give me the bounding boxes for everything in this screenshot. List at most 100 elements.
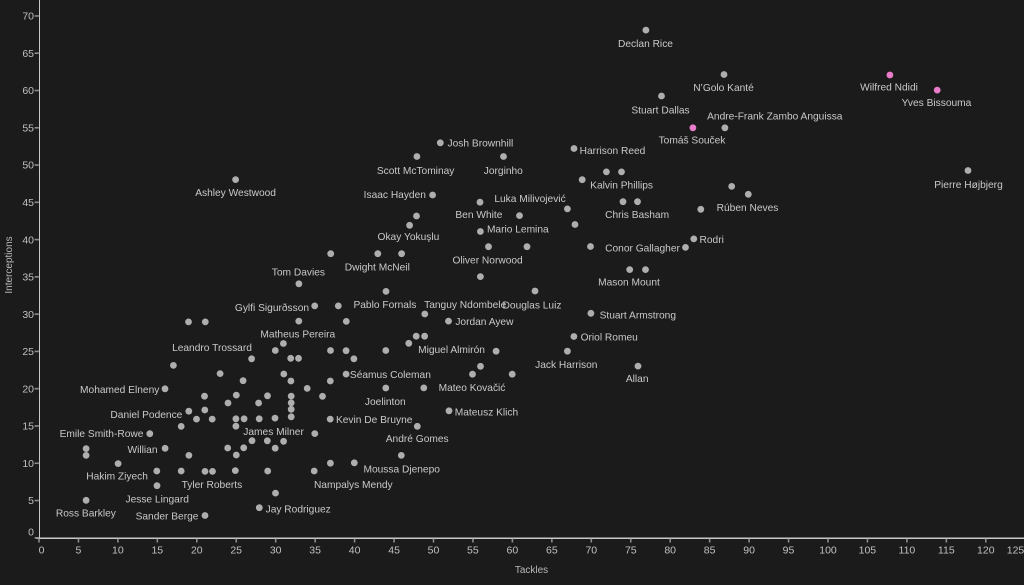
svg-text:40: 40 (349, 545, 361, 557)
svg-text:Pierre Højbjerg: Pierre Højbjerg (934, 180, 1003, 191)
svg-text:Jack Harrison: Jack Harrison (535, 360, 597, 371)
svg-text:10: 10 (112, 545, 124, 557)
svg-text:15: 15 (22, 421, 34, 433)
svg-text:25: 25 (230, 545, 242, 557)
svg-text:10: 10 (22, 458, 34, 470)
svg-text:60: 60 (507, 545, 519, 557)
svg-text:Declan Rice: Declan Rice (618, 39, 673, 50)
svg-text:75: 75 (625, 545, 637, 557)
svg-text:Dwight McNeil: Dwight McNeil (345, 263, 410, 274)
svg-text:35: 35 (22, 272, 34, 284)
svg-text:30: 30 (22, 309, 34, 321)
svg-text:20: 20 (191, 545, 203, 557)
svg-text:65: 65 (546, 545, 558, 557)
svg-text:Tomáš Souček: Tomáš Souček (659, 136, 727, 147)
svg-text:Hakim Ziyech: Hakim Ziyech (86, 472, 148, 483)
svg-text:Rúben Neves: Rúben Neves (717, 203, 779, 214)
svg-text:Séamus Coleman: Séamus Coleman (350, 370, 431, 381)
svg-text:Nampalys Mendy: Nampalys Mendy (314, 480, 394, 491)
svg-text:Josh Brownhill: Josh Brownhill (448, 138, 514, 149)
svg-text:50: 50 (22, 160, 34, 172)
svg-text:Miguel Almirón: Miguel Almirón (418, 345, 485, 356)
svg-text:Leandro Trossard: Leandro Trossard (172, 343, 252, 354)
svg-text:Kalvin Phillips: Kalvin Phillips (590, 181, 653, 192)
svg-text:45: 45 (388, 545, 400, 557)
svg-text:Moussa Djenepo: Moussa Djenepo (363, 464, 440, 475)
svg-text:120: 120 (977, 545, 995, 557)
svg-text:100: 100 (819, 545, 837, 557)
svg-text:45: 45 (22, 197, 34, 209)
svg-text:Oliver Norwood: Oliver Norwood (452, 256, 523, 267)
svg-text:Tackles: Tackles (515, 565, 548, 576)
svg-text:125: 125 (1007, 545, 1024, 557)
svg-text:Sander Berge: Sander Berge (136, 512, 199, 523)
svg-text:Ben White: Ben White (455, 210, 502, 221)
svg-text:André Gomes: André Gomes (386, 434, 449, 445)
svg-text:Jay Rodriguez: Jay Rodriguez (266, 505, 331, 516)
svg-text:60: 60 (22, 85, 34, 97)
svg-text:Mateo Kovačić: Mateo Kovačić (439, 383, 506, 394)
svg-text:Okay Yokuşlu: Okay Yokuşlu (378, 232, 440, 243)
svg-text:25: 25 (22, 346, 34, 358)
svg-text:50: 50 (428, 545, 440, 557)
svg-text:Ross Barkley: Ross Barkley (56, 509, 117, 520)
svg-text:40: 40 (22, 234, 34, 246)
svg-text:Chris Basham: Chris Basham (605, 210, 669, 221)
svg-text:Ashley Westwood: Ashley Westwood (195, 188, 276, 199)
svg-text:Luka Milivojević: Luka Milivojević (494, 194, 565, 205)
svg-text:20: 20 (22, 383, 34, 395)
svg-text:Allan: Allan (626, 374, 649, 385)
svg-text:70: 70 (585, 545, 597, 557)
svg-text:0: 0 (28, 527, 34, 539)
svg-text:Gylfi Sigurðsson: Gylfi Sigurðsson (235, 302, 309, 314)
svg-text:Willian: Willian (127, 445, 157, 456)
svg-text:85: 85 (704, 545, 716, 557)
svg-text:Isaac Hayden: Isaac Hayden (364, 190, 426, 201)
svg-text:Daniel Podence: Daniel Podence (110, 410, 182, 421)
svg-text:Mohamed Elneny: Mohamed Elneny (80, 385, 160, 396)
svg-text:Jesse Lingard: Jesse Lingard (125, 494, 189, 505)
svg-text:Oriol Romeu: Oriol Romeu (581, 333, 638, 344)
svg-text:Harrison Reed: Harrison Reed (580, 146, 646, 157)
svg-text:105: 105 (859, 545, 877, 557)
svg-text:5: 5 (75, 545, 81, 557)
svg-text:Mason Mount: Mason Mount (598, 278, 660, 289)
svg-text:Andre-Frank Zambo Anguissa: Andre-Frank Zambo Anguissa (707, 111, 843, 122)
svg-text:N’Golo Kanté: N’Golo Kanté (693, 83, 754, 94)
svg-text:Kevin De Bruyne: Kevin De Bruyne (336, 415, 413, 426)
svg-text:80: 80 (664, 545, 676, 557)
svg-text:Mateusz Klich: Mateusz Klich (455, 408, 518, 419)
svg-text:5: 5 (28, 495, 34, 507)
svg-text:Tom Davies: Tom Davies (272, 268, 325, 279)
svg-text:Stuart Armstrong: Stuart Armstrong (600, 310, 677, 321)
svg-text:70: 70 (22, 11, 34, 23)
svg-text:Matheus Pereira: Matheus Pereira (260, 330, 335, 341)
svg-text:Interceptions: Interceptions (4, 236, 15, 293)
svg-text:90: 90 (743, 545, 755, 557)
svg-text:35: 35 (309, 545, 321, 557)
svg-text:Jordan Ayew: Jordan Ayew (455, 317, 514, 328)
svg-text:Yves Bissouma: Yves Bissouma (902, 98, 972, 109)
svg-text:Douglas Luiz: Douglas Luiz (503, 301, 562, 312)
svg-text:Pablo Fornals: Pablo Fornals (353, 300, 416, 311)
svg-text:Tanguy Ndombele: Tanguy Ndombele (424, 300, 506, 311)
svg-text:0: 0 (39, 545, 45, 557)
svg-text:65: 65 (22, 48, 34, 60)
svg-text:James Milner: James Milner (243, 427, 304, 438)
svg-text:Rodri: Rodri (700, 235, 724, 246)
svg-text:110: 110 (899, 545, 916, 557)
svg-text:Mario Lemina: Mario Lemina (487, 225, 549, 236)
svg-text:Conor Gallagher: Conor Gallagher (605, 244, 680, 255)
svg-text:Stuart Dallas: Stuart Dallas (631, 106, 689, 117)
svg-text:55: 55 (22, 123, 34, 135)
svg-text:55: 55 (467, 545, 479, 557)
svg-text:Jorginho: Jorginho (484, 166, 523, 177)
svg-text:Scott McTominay: Scott McTominay (377, 166, 455, 177)
svg-text:Emile Smith-Rowe: Emile Smith-Rowe (60, 429, 144, 440)
svg-text:Tyler Roberts: Tyler Roberts (182, 480, 243, 491)
svg-text:95: 95 (783, 545, 795, 557)
svg-text:15: 15 (151, 545, 163, 557)
svg-text:115: 115 (938, 545, 955, 557)
svg-text:30: 30 (270, 545, 282, 557)
svg-text:Wilfred Ndidi: Wilfred Ndidi (860, 83, 918, 94)
